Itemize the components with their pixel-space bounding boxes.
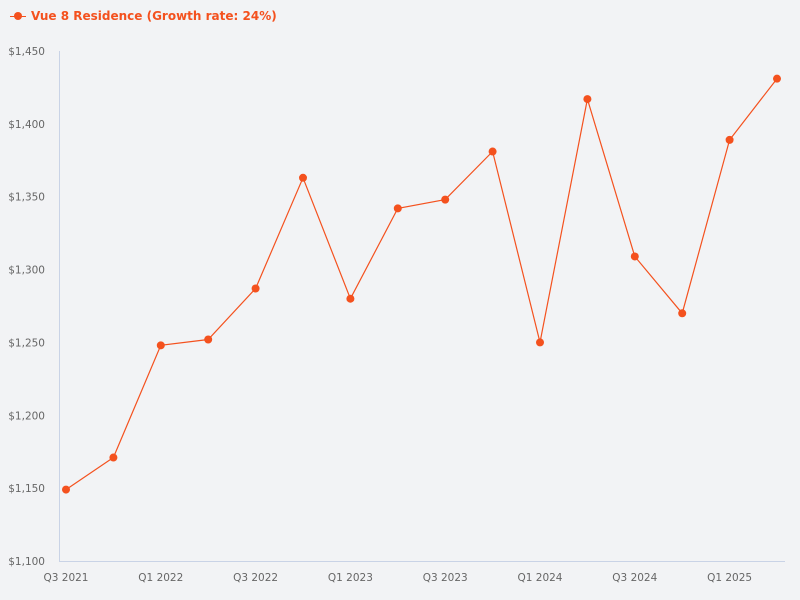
- y-axis-ticks: $1,100 $1,150 $1,200 $1,250 $1,300 $1,350 $1,4…: [8, 46, 45, 568]
- x-tick-label: Q1 2025: [707, 572, 752, 584]
- series-line: [65, 78, 778, 491]
- y-tick-label: $1,150: [8, 483, 45, 495]
- data-point[interactable]: [583, 95, 592, 104]
- y-tick-label: $1,100: [8, 556, 45, 568]
- data-point[interactable]: [773, 74, 781, 83]
- series-line-path: [65, 78, 778, 491]
- y-tick-label: $1,300: [8, 265, 45, 277]
- y-tick-label: $1,450: [8, 46, 45, 58]
- y-tick-label: $1,400: [8, 119, 45, 131]
- series-markers: [62, 74, 781, 494]
- x-tick-label: Q1 2022: [138, 572, 183, 584]
- x-tick-label: Q1 2024: [517, 572, 562, 584]
- data-point[interactable]: [678, 309, 687, 318]
- x-tick-label: Q3 2024: [612, 572, 657, 584]
- data-point[interactable]: [536, 338, 544, 347]
- data-point[interactable]: [346, 294, 355, 303]
- x-tick-label: Q3 2023: [423, 572, 468, 584]
- y-tick-label: $1,250: [8, 337, 45, 349]
- x-tick-label: Q1 2023: [328, 572, 373, 584]
- data-point[interactable]: [62, 485, 70, 494]
- x-tick-label: Q3 2021: [43, 572, 88, 584]
- data-point[interactable]: [393, 204, 402, 213]
- data-point[interactable]: [251, 284, 260, 293]
- data-point[interactable]: [630, 252, 639, 261]
- legend-label: Vue 8 Residence (Growth rate: 24%): [31, 9, 277, 23]
- y-tick-label: $1,350: [8, 192, 45, 204]
- y-tick-label: $1,200: [8, 410, 45, 422]
- legend-dot: [14, 12, 22, 20]
- legend-item[interactable]: Vue 8 Residence (Growth rate: 24%): [10, 8, 277, 24]
- data-point[interactable]: [156, 341, 165, 350]
- data-point[interactable]: [204, 335, 213, 344]
- data-point[interactable]: [441, 195, 450, 204]
- x-tick-label: Q3 2022: [233, 572, 278, 584]
- axes: [59, 51, 785, 562]
- x-axis-ticks: Q3 2021 Q1 2022 Q3 2022 Q1 2023 Q3 2023 Q1 20…: [43, 572, 752, 584]
- data-point[interactable]: [488, 147, 497, 156]
- data-point[interactable]: [109, 453, 118, 462]
- data-point[interactable]: [725, 135, 734, 144]
- legend-marker-icon: [10, 8, 26, 24]
- data-point[interactable]: [299, 173, 307, 182]
